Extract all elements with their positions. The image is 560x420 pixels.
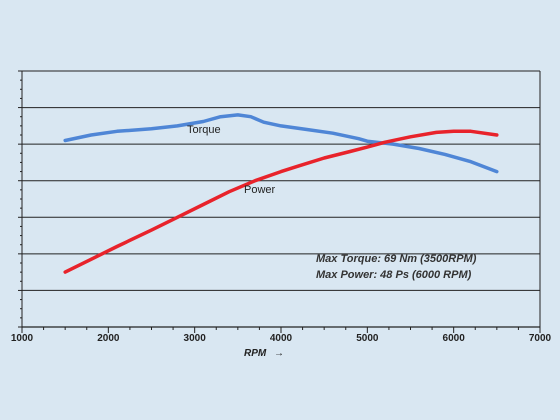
x-tick-label: 3000 bbox=[184, 333, 207, 344]
series-lines bbox=[63, 113, 499, 274]
chart-ticks bbox=[18, 70, 541, 333]
series-label-power: Power bbox=[244, 184, 276, 196]
series-line-torque bbox=[63, 113, 499, 174]
x-axis-label: RPM bbox=[244, 348, 267, 359]
series-line-power bbox=[63, 129, 499, 274]
max-torque-annotation: Max Torque: 69 Nm (3500RPM) bbox=[316, 253, 477, 265]
x-tick-labels: 1000 2000 3000 4000 5000 6000 7000 bbox=[11, 333, 552, 344]
x-tick-label: 5000 bbox=[356, 333, 379, 344]
x-tick-label: 6000 bbox=[443, 333, 466, 344]
chart-grid bbox=[21, 70, 541, 328]
max-power-annotation: Max Power: 48 Ps (6000 RPM) bbox=[316, 269, 472, 281]
x-tick-label: 7000 bbox=[529, 333, 552, 344]
series-label-torque: Torque bbox=[187, 124, 221, 136]
x-tick-label: 1000 bbox=[11, 333, 34, 344]
x-axis-arrow-icon: → bbox=[274, 348, 284, 359]
x-tick-label: 2000 bbox=[97, 333, 120, 344]
x-tick-label: 4000 bbox=[270, 333, 293, 344]
